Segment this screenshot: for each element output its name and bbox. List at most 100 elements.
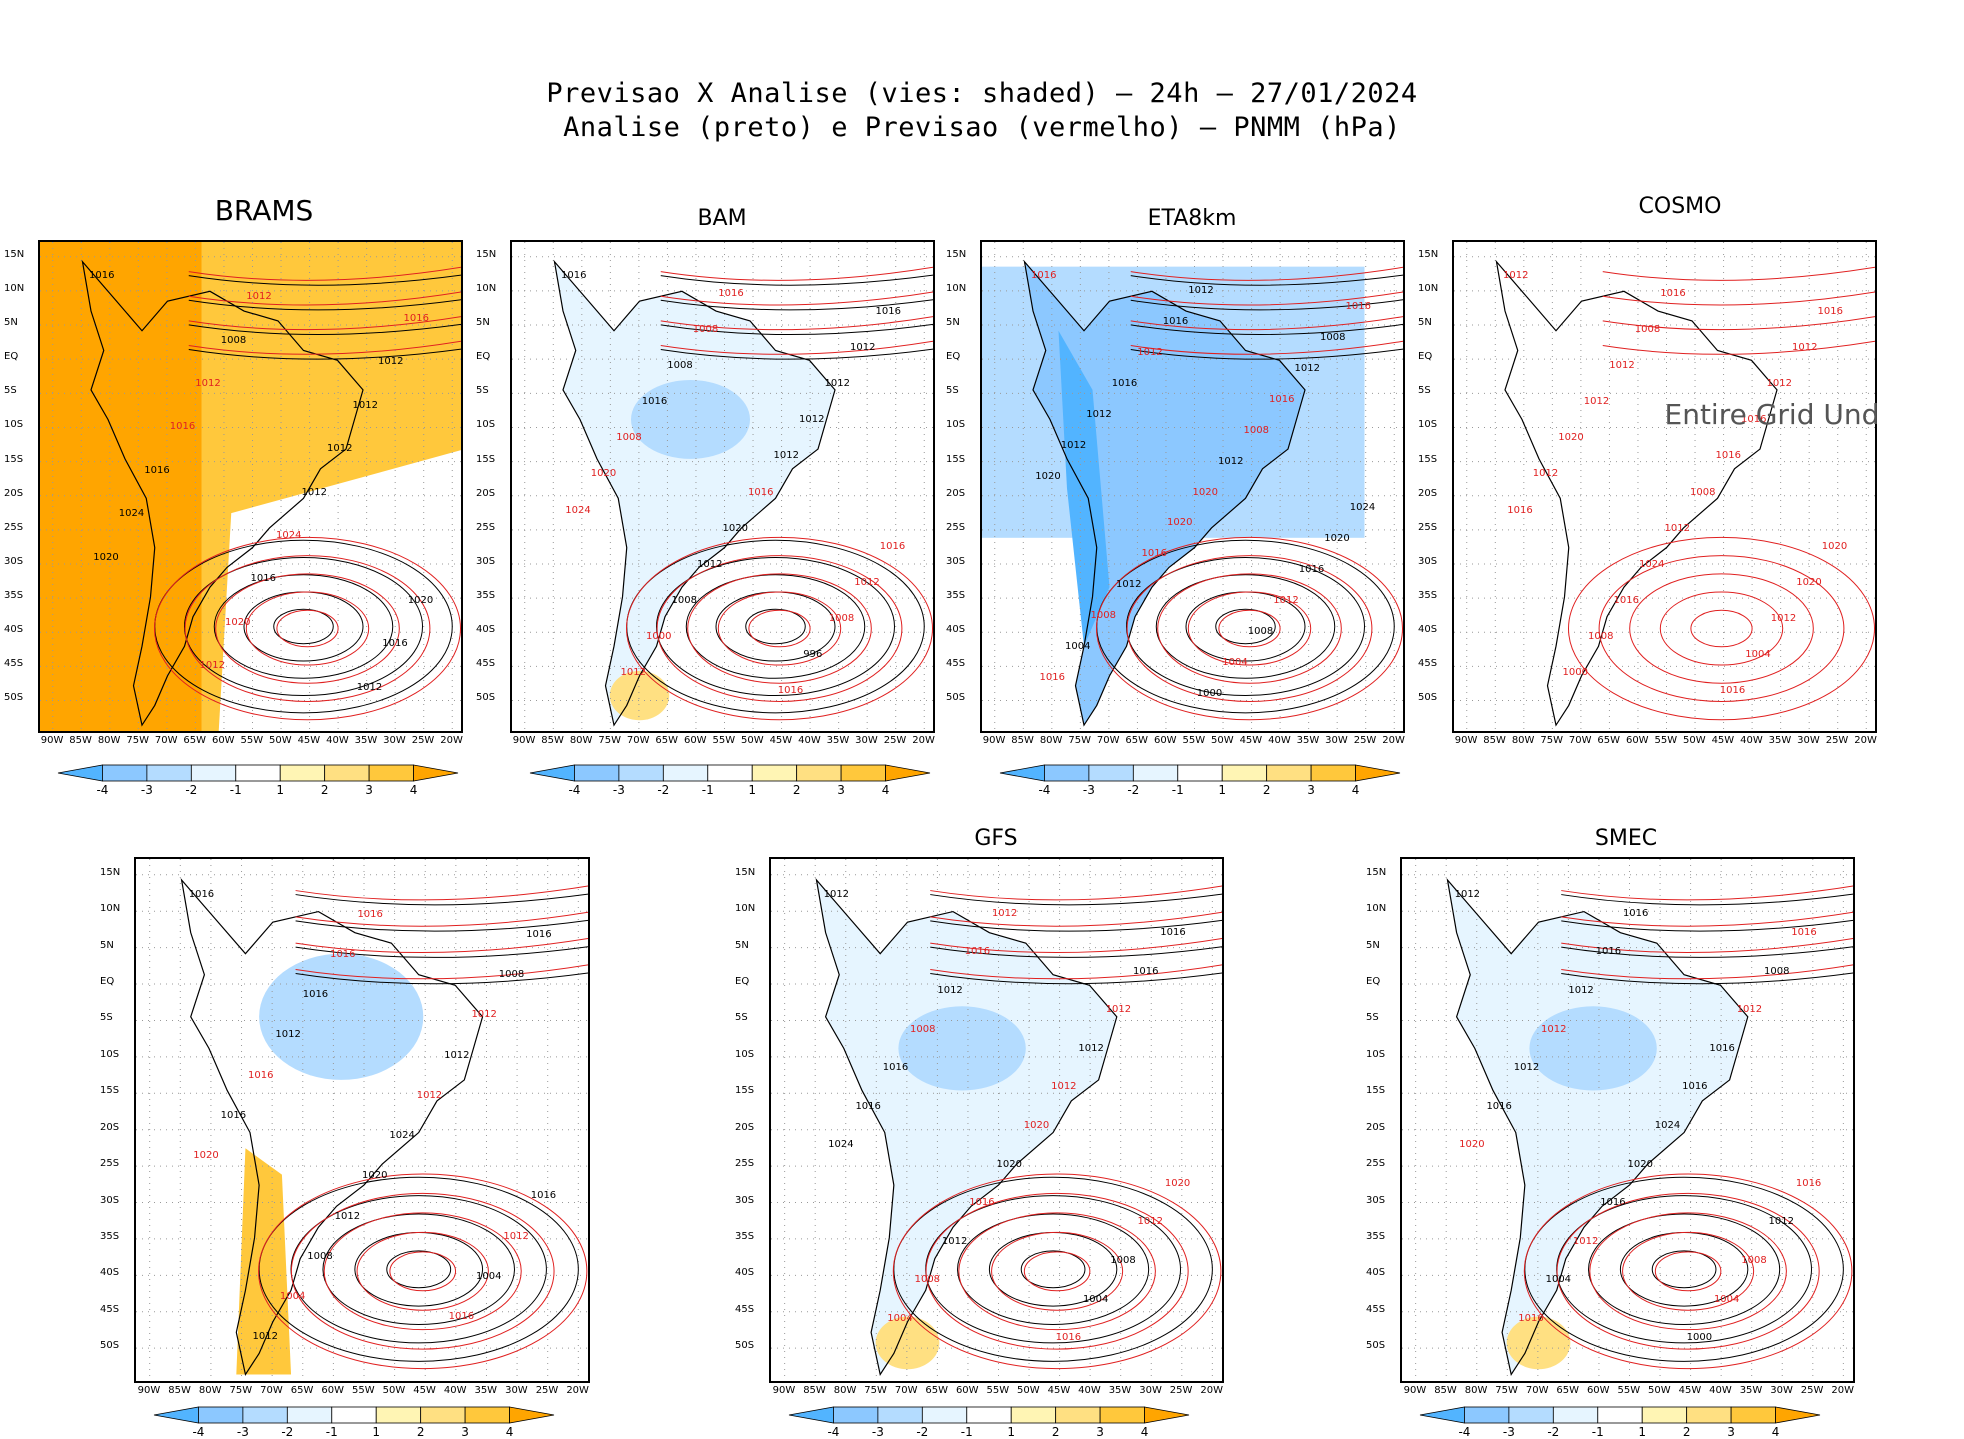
analysis-contour xyxy=(745,608,806,645)
forecast-contour xyxy=(258,1173,588,1370)
lon-tick-label: 70W xyxy=(1568,735,1592,746)
lon-tick-label: 90W xyxy=(1454,735,1478,746)
lat-tick-label: 35S xyxy=(476,590,496,602)
colorbar-segment xyxy=(574,764,620,782)
colorbar-segment xyxy=(999,764,1045,782)
contour-value-label: 1008 xyxy=(692,323,719,335)
lon-tick-label: 50W xyxy=(382,1385,406,1396)
contour-value-label: 1012 xyxy=(991,907,1018,919)
contour-value-label: 1008 xyxy=(667,359,693,371)
colorbar-tick-label: 4 xyxy=(1140,1425,1149,1439)
contour-value-label: 1016 xyxy=(1719,685,1746,697)
colorbar-segment xyxy=(1686,1406,1732,1424)
lat-tick-label: 10N xyxy=(100,903,121,915)
analysis-contour xyxy=(1651,1250,1717,1289)
lon-tick-label: 55W xyxy=(1654,735,1678,746)
contour-value-label: 1008 xyxy=(1690,486,1716,498)
lon-tick-label: 30W xyxy=(1325,735,1348,746)
contour-value-label: 1012 xyxy=(1188,285,1214,297)
forecast-contour xyxy=(188,266,461,281)
colorbar-segment xyxy=(1144,1406,1190,1424)
analysis-contour xyxy=(660,323,933,335)
lat-tick-label: 20S xyxy=(1366,1121,1386,1133)
lat-tick-label: 15S xyxy=(100,1085,120,1097)
colorbar-segment xyxy=(885,764,931,782)
colorbar-tick-label: -3 xyxy=(236,1425,249,1439)
forecast-contour xyxy=(290,1192,555,1350)
lat-tick-label: 25S xyxy=(946,521,966,533)
lat-tick-label: 5S xyxy=(100,1012,113,1024)
contour-value-label: 1008 xyxy=(1247,625,1274,637)
analysis-contour xyxy=(273,608,334,645)
contour-value-label: 1016 xyxy=(1133,965,1159,977)
contour-value-label: 1008 xyxy=(498,969,525,981)
forecast-contour xyxy=(1523,1173,1853,1370)
forecast-contour xyxy=(356,1231,489,1311)
lon-tick-label: 55W xyxy=(1617,1385,1641,1396)
forecast-contour xyxy=(930,964,1222,980)
lon-tick-label: 35W xyxy=(1296,735,1320,746)
lat-tick-label: EQ xyxy=(1366,976,1381,988)
contour-value-label: 1016 xyxy=(144,464,170,476)
contour-value-label: 1008 xyxy=(1741,1255,1767,1266)
lat-tick-label: 15N xyxy=(4,248,25,260)
lat-tick-label: 5N xyxy=(1418,317,1432,329)
lon-tick-label: 50W xyxy=(1017,1385,1040,1396)
forecast-contour xyxy=(188,291,461,306)
lat-tick-label: 25S xyxy=(1418,521,1438,533)
analysis-contour xyxy=(290,1195,547,1344)
forecast-contour xyxy=(1659,591,1784,666)
lat-tick-label: 15S xyxy=(1366,1085,1386,1097)
contour-value-label: 1024 xyxy=(828,1139,854,1151)
colorbar-segment xyxy=(146,764,192,782)
contour-value-label: 1012 xyxy=(1294,362,1320,374)
contour-value-label: 1016 xyxy=(357,908,383,920)
forecast-contour xyxy=(1023,1251,1091,1292)
analysis-contour xyxy=(188,274,461,286)
forecast-contour xyxy=(184,555,431,703)
contour-value-label: 1000 xyxy=(1196,687,1223,699)
lat-tick-label: 25S xyxy=(476,521,496,533)
lat-tick-label: 5S xyxy=(1366,1012,1379,1024)
lon-tick-label: 55W xyxy=(986,1385,1010,1396)
contour-value-label: 1020 xyxy=(225,616,251,628)
contour-value-label: 1016 xyxy=(89,269,115,281)
lat-tick-label: 15N xyxy=(100,866,121,878)
forecast-contour xyxy=(1602,340,1875,355)
lon-tick-label: 30W xyxy=(505,1385,528,1396)
lat-tick-label: 25S xyxy=(100,1158,120,1170)
colorbar-segment xyxy=(1221,764,1268,782)
lat-tick-label: 5S xyxy=(4,385,17,397)
lat-tick-label: 45S xyxy=(735,1303,755,1315)
lat-tick-label: 50S xyxy=(735,1340,755,1352)
contour-value-label: 1016 xyxy=(1160,927,1186,939)
forecast-contour xyxy=(892,1173,1222,1370)
lon-tick-label: 90W xyxy=(982,735,1006,746)
contour-value-label: 1020 xyxy=(1459,1139,1485,1151)
colorbar-segment xyxy=(707,764,753,782)
contour-value-label: 1012 xyxy=(275,1029,301,1041)
colorbar-segment xyxy=(1044,764,1090,782)
contour-value-label: 1016 xyxy=(169,421,196,433)
contour-value-label: 1020 xyxy=(1558,432,1584,444)
colorbar-container xyxy=(990,763,1410,787)
contour-value-label: 1012 xyxy=(301,486,327,498)
colorbar-segment xyxy=(1266,764,1312,782)
lat-tick-label: 10S xyxy=(946,419,966,431)
contour-value-label: 1024 xyxy=(1349,501,1376,513)
lat-tick-label: 15S xyxy=(946,453,966,465)
colorbar-segment xyxy=(662,764,709,782)
contour-value-label: 1016 xyxy=(1055,1332,1082,1344)
contour-value-label: 1012 xyxy=(1513,1062,1540,1074)
contour-value-label: 1016 xyxy=(1031,269,1057,281)
colorbar-segment xyxy=(102,764,148,782)
lon-tick-label: 20W xyxy=(1831,1385,1854,1396)
colorbar-tick-label: 1 xyxy=(372,1425,381,1439)
contour-value-label: 1024 xyxy=(118,508,145,520)
colorbar-segment xyxy=(1177,764,1223,782)
contour-value-label: 1000 xyxy=(646,631,672,643)
contour-value-label: 1020 xyxy=(1821,540,1848,552)
lon-tick-label: 90W xyxy=(1403,1385,1427,1396)
analysis-contour xyxy=(930,893,1222,906)
contour-value-label: 1004 xyxy=(1065,641,1091,653)
